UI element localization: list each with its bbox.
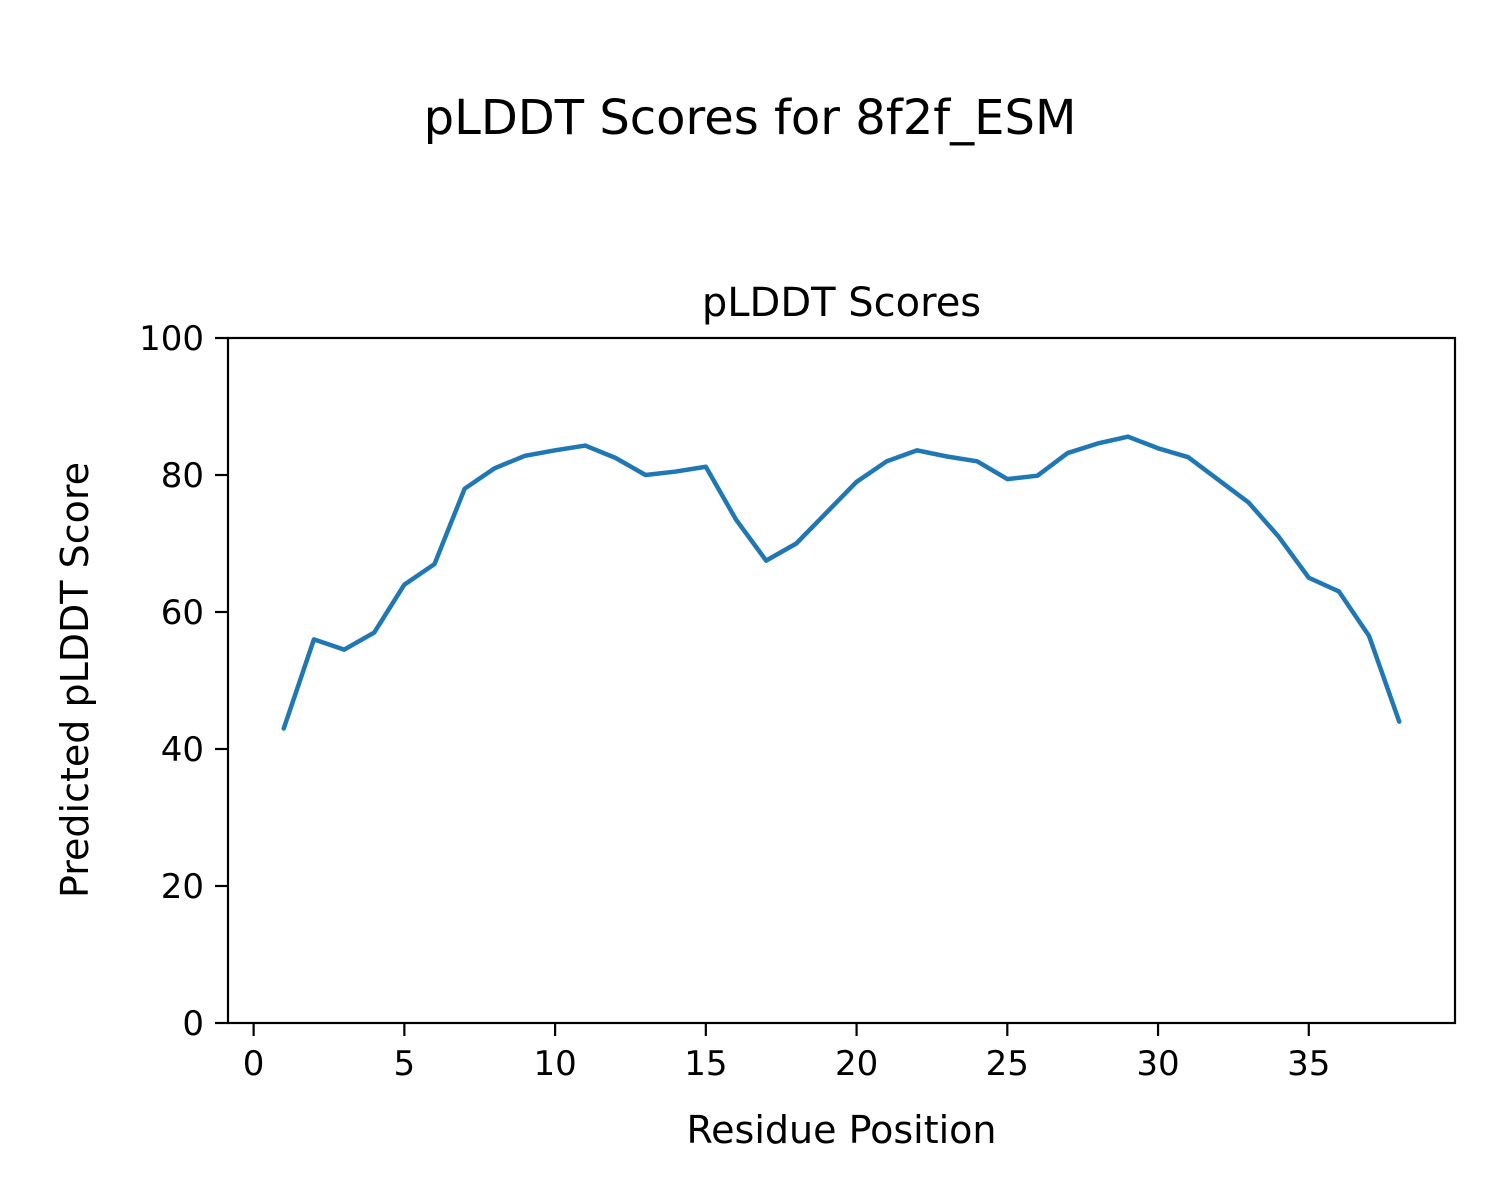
x-tick-label: 25 (986, 1044, 1029, 1084)
y-tick-label: 40 (161, 730, 204, 770)
x-tick-label: 5 (394, 1044, 416, 1084)
y-tick-label: 100 (139, 319, 204, 359)
x-tick-label: 15 (684, 1044, 727, 1084)
y-tick-label: 0 (182, 1004, 204, 1044)
x-tick-label: 0 (243, 1044, 265, 1084)
x-tick-label: 30 (1136, 1044, 1179, 1084)
x-tick-label: 20 (835, 1044, 878, 1084)
y-tick-label: 60 (161, 593, 204, 633)
x-tick-label: 35 (1287, 1044, 1330, 1084)
y-tick-label: 80 (161, 456, 204, 496)
axes-title: pLDDT Scores (701, 280, 982, 326)
figure-suptitle: pLDDT Scores for 8f2f_ESM (423, 90, 1077, 146)
axes-frame (226, 336, 1457, 1025)
x-tick-label: 10 (533, 1044, 576, 1084)
x-axis-label: Residue Position (686, 1108, 997, 1152)
y-tick-label: 20 (161, 867, 204, 907)
y-axis-label: Predicted pLDDT Score (53, 462, 98, 898)
plddt-line (281, 434, 1402, 731)
